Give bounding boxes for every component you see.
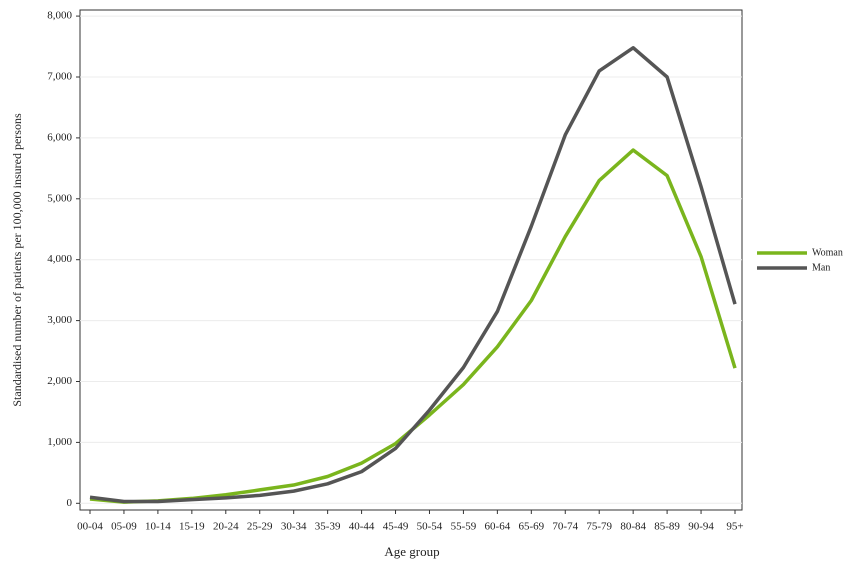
y-tick-label: 6,000 xyxy=(47,131,72,143)
x-tick-label: 40-44 xyxy=(349,521,375,533)
x-tick-label: 00-04 xyxy=(77,521,103,533)
x-axis-title: Age group xyxy=(384,544,439,559)
y-tick-label: 3,000 xyxy=(47,314,72,326)
y-tick-label: 1,000 xyxy=(47,436,72,448)
y-tick-label: 4,000 xyxy=(47,253,72,265)
x-tick-label: 45-49 xyxy=(383,521,409,533)
x-tick-label: 55-59 xyxy=(451,521,477,533)
y-tick-label: 7,000 xyxy=(47,71,72,83)
x-tick-label: 30-34 xyxy=(281,521,307,533)
x-tick-label: 85-89 xyxy=(654,521,680,533)
x-tick-label: 80-84 xyxy=(620,521,646,533)
x-tick-label: 75-79 xyxy=(586,521,612,533)
x-tick-label: 90-94 xyxy=(688,521,714,533)
y-axis-title: Standardised number of patients per 100,… xyxy=(10,113,24,407)
x-tick-label: 50-54 xyxy=(417,521,443,533)
x-tick-label: 20-24 xyxy=(213,521,239,533)
legend-label: Man xyxy=(812,262,830,273)
y-tick-label: 5,000 xyxy=(47,192,72,204)
y-tick-label: 0 xyxy=(67,497,73,509)
x-tick-label: 60-64 xyxy=(485,521,511,533)
line-series xyxy=(89,46,737,504)
x-tick-label: 65-69 xyxy=(518,521,544,533)
x-tick-label: 95+ xyxy=(726,521,743,533)
x-tick-label: 05-09 xyxy=(111,521,137,533)
x-tick-label: 10-14 xyxy=(145,521,171,533)
x-tick-label: 70-74 xyxy=(552,521,578,533)
y-tick-label: 2,000 xyxy=(47,375,72,387)
x-tick-label: 35-39 xyxy=(315,521,341,533)
y-tick-label: 8,000 xyxy=(47,10,72,22)
line-series xyxy=(89,148,737,504)
legend-label: Woman xyxy=(812,247,843,258)
x-tick-label: 25-29 xyxy=(247,521,273,533)
x-tick-label: 15-19 xyxy=(179,521,205,533)
